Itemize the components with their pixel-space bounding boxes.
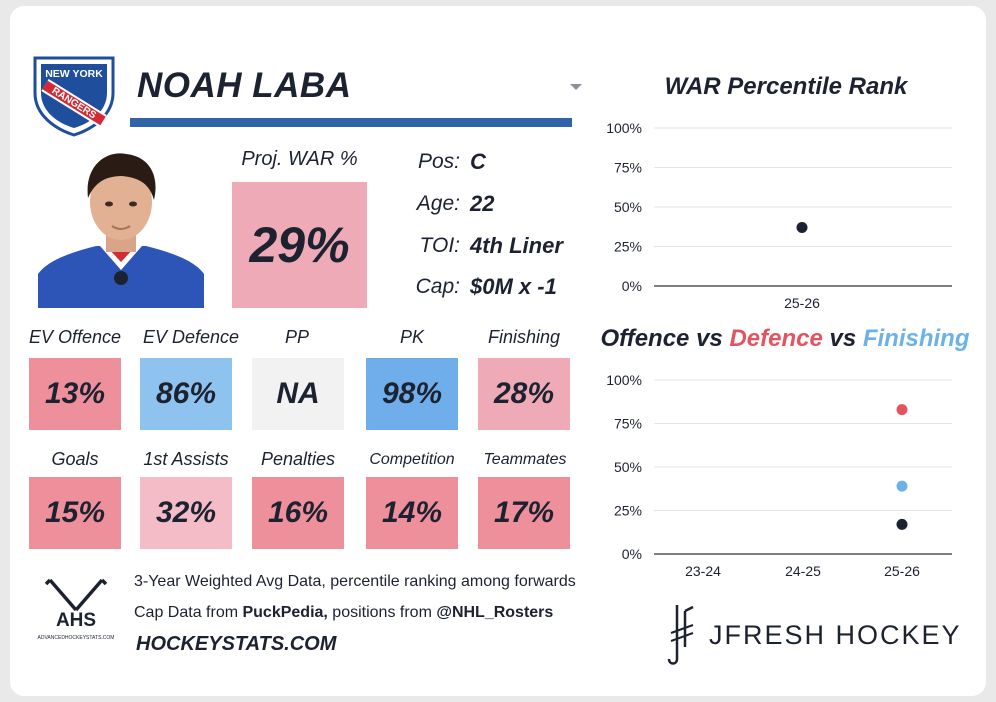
proj-war-value: 29% xyxy=(232,182,367,308)
stat-box-first-assists: 32% xyxy=(140,477,232,549)
x-tick-label: 23-24 xyxy=(685,563,721,579)
stat-box-ev-defence: 86% xyxy=(140,358,232,430)
jfresh-logo-icon xyxy=(667,605,694,665)
stat-label: Teammates xyxy=(483,451,567,468)
nhl-rosters-link: @NHL_Rosters xyxy=(436,604,554,621)
stat-box-finishing: 28% xyxy=(478,358,570,430)
info-key: TOI: xyxy=(419,234,460,257)
data-point xyxy=(896,404,908,416)
data-point xyxy=(896,518,908,530)
stat-label: 1st Assists xyxy=(143,449,229,469)
ahs-logo-text: AHS xyxy=(56,610,96,631)
y-tick-label: 100% xyxy=(606,372,642,388)
x-tick-label: 25-26 xyxy=(884,563,920,579)
footer-line-2-prefix: Cap Data from xyxy=(134,604,243,621)
name-underline xyxy=(130,118,572,127)
info-key: Age: xyxy=(416,192,460,215)
chart-ovd-title-finishing: Finishing xyxy=(862,325,970,352)
x-tick-label: 24-25 xyxy=(785,563,821,579)
stat-box-competition: 14% xyxy=(366,477,458,549)
stat-label: EV Defence xyxy=(142,327,240,347)
data-point xyxy=(796,222,808,234)
y-tick-label: 50% xyxy=(614,199,642,215)
y-tick-label: 75% xyxy=(614,160,642,176)
proj-war-label: Proj. WAR % xyxy=(241,148,358,170)
stat-box-pk: 98% xyxy=(366,358,458,430)
stat-box-ev-offence: 13% xyxy=(29,358,121,430)
info-pos: Pos: C xyxy=(392,147,582,177)
footer-line-2: Cap Data from PuckPedia, positions from … xyxy=(134,604,553,622)
x-tick-label: 25-26 xyxy=(784,295,820,311)
chart-war-title: WAR Percentile Rank xyxy=(664,73,908,100)
chart-offence-defence-finishing: 0% 25% 50% 75% 100% 23-24 24-25 25-26 xyxy=(606,372,952,579)
logo-text-top: NEW YORK xyxy=(45,68,103,80)
chart-ovd-title: Offence vs Defence vs Finishing xyxy=(590,325,980,353)
stat-box-teammates: 17% xyxy=(478,477,570,549)
data-point xyxy=(896,480,908,492)
player-photo xyxy=(38,153,204,308)
stat-label: Competition xyxy=(369,451,455,468)
jfresh-brand-text: JFRESH HOCKEY xyxy=(709,619,962,650)
footer-line-1: 3-Year Weighted Avg Data, percentile ran… xyxy=(134,573,576,590)
player-dropdown-chevron-icon[interactable] xyxy=(570,84,582,90)
stat-label: EV Offence xyxy=(28,327,122,347)
footer-line-2-mid: positions from xyxy=(327,604,437,621)
info-cap: Cap: $0M x -1 xyxy=(392,272,582,302)
y-tick-label: 25% xyxy=(614,503,642,519)
stat-label: PP xyxy=(284,327,309,347)
stat-box-penalties: 16% xyxy=(252,477,344,549)
chart-ovd-title-offence: Offence xyxy=(600,325,690,352)
info-toi: TOI: 4th Liner xyxy=(392,231,582,261)
info-value: 4th Liner xyxy=(470,233,563,258)
info-key: Cap: xyxy=(415,275,460,298)
info-key: Pos: xyxy=(417,150,460,173)
ahs-logo-subtext: ADVANCEDHOCKEYSTATS.COM xyxy=(38,635,115,641)
ahs-logo: AHS ADVANCEDHOCKEYSTATS.COM xyxy=(38,578,115,641)
info-value: 22 xyxy=(470,191,495,216)
y-tick-label: 0% xyxy=(622,546,642,562)
stat-label: PK xyxy=(399,327,424,347)
stat-label: Penalties xyxy=(260,449,336,469)
rangers-logo: NEW YORK RANGERS xyxy=(33,56,115,137)
info-value: $0M x -1 xyxy=(470,274,557,299)
chart-ovd-title-vs-1: vs xyxy=(689,325,730,352)
y-tick-label: 75% xyxy=(614,416,642,432)
stat-label: Finishing xyxy=(487,327,561,347)
jfresh-brand: JFRESH HOCKEY xyxy=(665,600,965,670)
y-tick-label: 50% xyxy=(614,459,642,475)
y-tick-label: 25% xyxy=(614,239,642,255)
info-value: C xyxy=(470,149,486,174)
stat-label: Goals xyxy=(51,449,99,469)
stat-box-pp: NA xyxy=(252,358,344,430)
player-name: NOAH LABA xyxy=(137,66,352,105)
y-tick-label: 0% xyxy=(622,278,642,294)
chart-war-percentile: 0% 25% 50% 75% 100% 25-26 xyxy=(606,120,952,311)
chart-ovd-title-defence: Defence xyxy=(729,325,823,352)
chart-ovd-title-vs-2: vs xyxy=(822,325,863,352)
stat-box-goals: 15% xyxy=(29,477,121,549)
y-tick-label: 100% xyxy=(606,120,642,136)
site-name: HOCKEYSTATS.COM xyxy=(136,633,337,655)
info-age: Age: 22 xyxy=(392,189,582,219)
puckpedia-link: PuckPedia, xyxy=(242,604,328,621)
